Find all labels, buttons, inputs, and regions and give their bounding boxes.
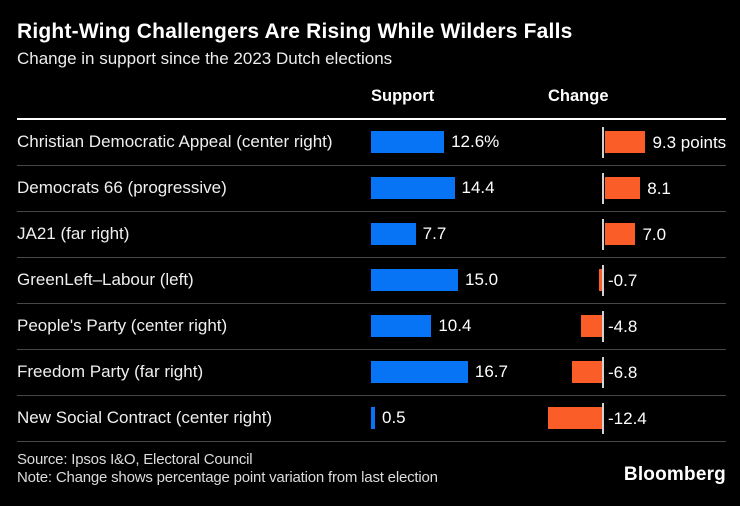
support-bar [371,223,416,246]
support-cell: 16.7 [371,350,539,395]
table-row: GreenLeft–Labour (left) 15.0 -0.7 [17,258,726,304]
change-bar [605,223,636,246]
support-bar [371,361,468,384]
change-cell: 7.0 [539,212,726,257]
support-cell: 14.4 [371,166,539,211]
chart-subtitle: Change in support since the 2023 Dutch e… [17,49,393,69]
change-axis-tick [602,218,604,250]
change-bar [598,269,602,292]
support-cell: 7.7 [371,212,539,257]
change-cell: -6.8 [539,350,726,395]
chart-title: Right-Wing Challengers Are Rising While … [17,20,573,43]
change-cell: -4.8 [539,304,726,349]
party-label: Democrats 66 (progressive) [17,177,227,197]
change-bar [581,315,602,338]
change-value: -6.8 [608,362,638,382]
support-bar [371,407,375,430]
table-row: Democrats 66 (progressive) 14.4 8.1 [17,166,726,212]
chart-card: Right-Wing Challengers Are Rising While … [17,20,726,487]
change-axis-tick [602,264,604,296]
table-row: New Social Contract (center right) 0.5 -… [17,396,726,442]
methodology-note: Note: Change shows percentage point vari… [17,468,438,486]
change-axis-tick [602,402,604,434]
column-header-change: Change [548,86,609,105]
footnotes: Source: Ipsos I&O, Electoral Council Not… [17,451,438,487]
support-bar [371,177,455,200]
support-value: 15.0 [465,270,499,290]
support-bar [371,131,445,154]
change-cell: 9.3 points [539,120,726,165]
change-cell: -0.7 [539,258,726,303]
support-bar [371,315,432,338]
support-cell: 10.4 [371,304,539,349]
change-axis-tick [602,310,604,342]
support-bar [371,269,458,292]
table-row: Freedom Party (far right) 16.7 -6.8 [17,350,726,396]
change-bar [605,177,641,200]
chart-table: Christian Democratic Appeal (center righ… [17,120,726,442]
change-bar [605,131,646,154]
support-cell: 15.0 [371,258,539,303]
change-axis-tick [602,356,604,388]
change-cell: -12.4 [539,396,726,441]
party-label: New Social Contract (center right) [17,407,273,427]
party-label: JA21 (far right) [17,223,130,243]
table-row: JA21 (far right) 7.7 7.0 [17,212,726,258]
party-label: GreenLeft–Labour (left) [17,269,194,289]
change-value: 9.3 points [652,132,727,152]
table-row: People's Party (center right) 10.4 -4.8 [17,304,726,350]
change-bar [548,407,602,430]
bloomberg-logo: Bloomberg [623,463,726,485]
support-value: 12.6% [451,132,500,152]
support-value: 0.5 [382,408,406,428]
change-value: 7.0 [642,224,667,244]
source-note: Source: Ipsos I&O, Electoral Council [17,450,253,468]
support-value: 16.7 [474,362,508,382]
change-axis-tick [602,172,604,204]
change-bar [572,361,602,384]
party-label: People's Party (center right) [17,315,228,335]
change-cell: 8.1 [539,166,726,211]
support-cell: 0.5 [371,396,539,441]
party-label: Christian Democratic Appeal (center righ… [17,131,333,151]
party-label: Freedom Party (far right) [17,361,204,381]
support-value: 7.7 [422,224,447,244]
support-value: 10.4 [438,316,472,336]
support-value: 14.4 [461,178,495,198]
table-row: Christian Democratic Appeal (center righ… [17,120,726,166]
column-headers: Support Change [17,87,726,120]
change-value: -12.4 [608,408,647,428]
support-cell: 12.6% [371,120,539,165]
change-value: -0.7 [608,270,638,290]
column-header-support: Support [371,86,435,105]
chart-footer: Source: Ipsos I&O, Electoral Council Not… [17,451,726,487]
change-axis-tick [602,126,604,158]
change-value: -4.8 [608,316,638,336]
change-value: 8.1 [647,178,671,198]
